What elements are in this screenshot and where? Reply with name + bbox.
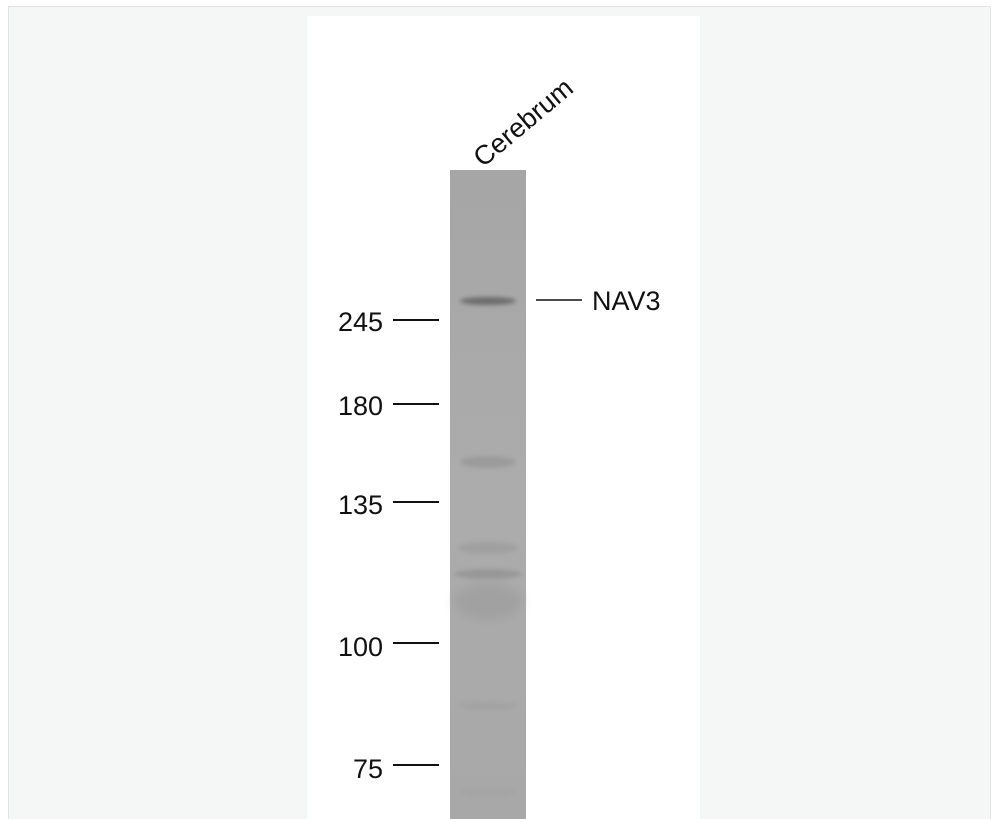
lane-label: Cerebrum: [468, 72, 579, 172]
marker-label-135: 135: [338, 490, 383, 520]
marker-label-100: 100: [338, 632, 383, 662]
marker-label-245: 245: [338, 307, 383, 337]
marker-ladder: 245 180 135 100 75: [338, 307, 439, 784]
marker-label-180: 180: [338, 391, 383, 421]
nav3-band: [460, 297, 516, 305]
lane-cerebrum: [450, 170, 526, 819]
marker-label-75: 75: [353, 754, 383, 784]
lane-smudges: [454, 456, 522, 796]
target-label: NAV3: [592, 286, 661, 316]
